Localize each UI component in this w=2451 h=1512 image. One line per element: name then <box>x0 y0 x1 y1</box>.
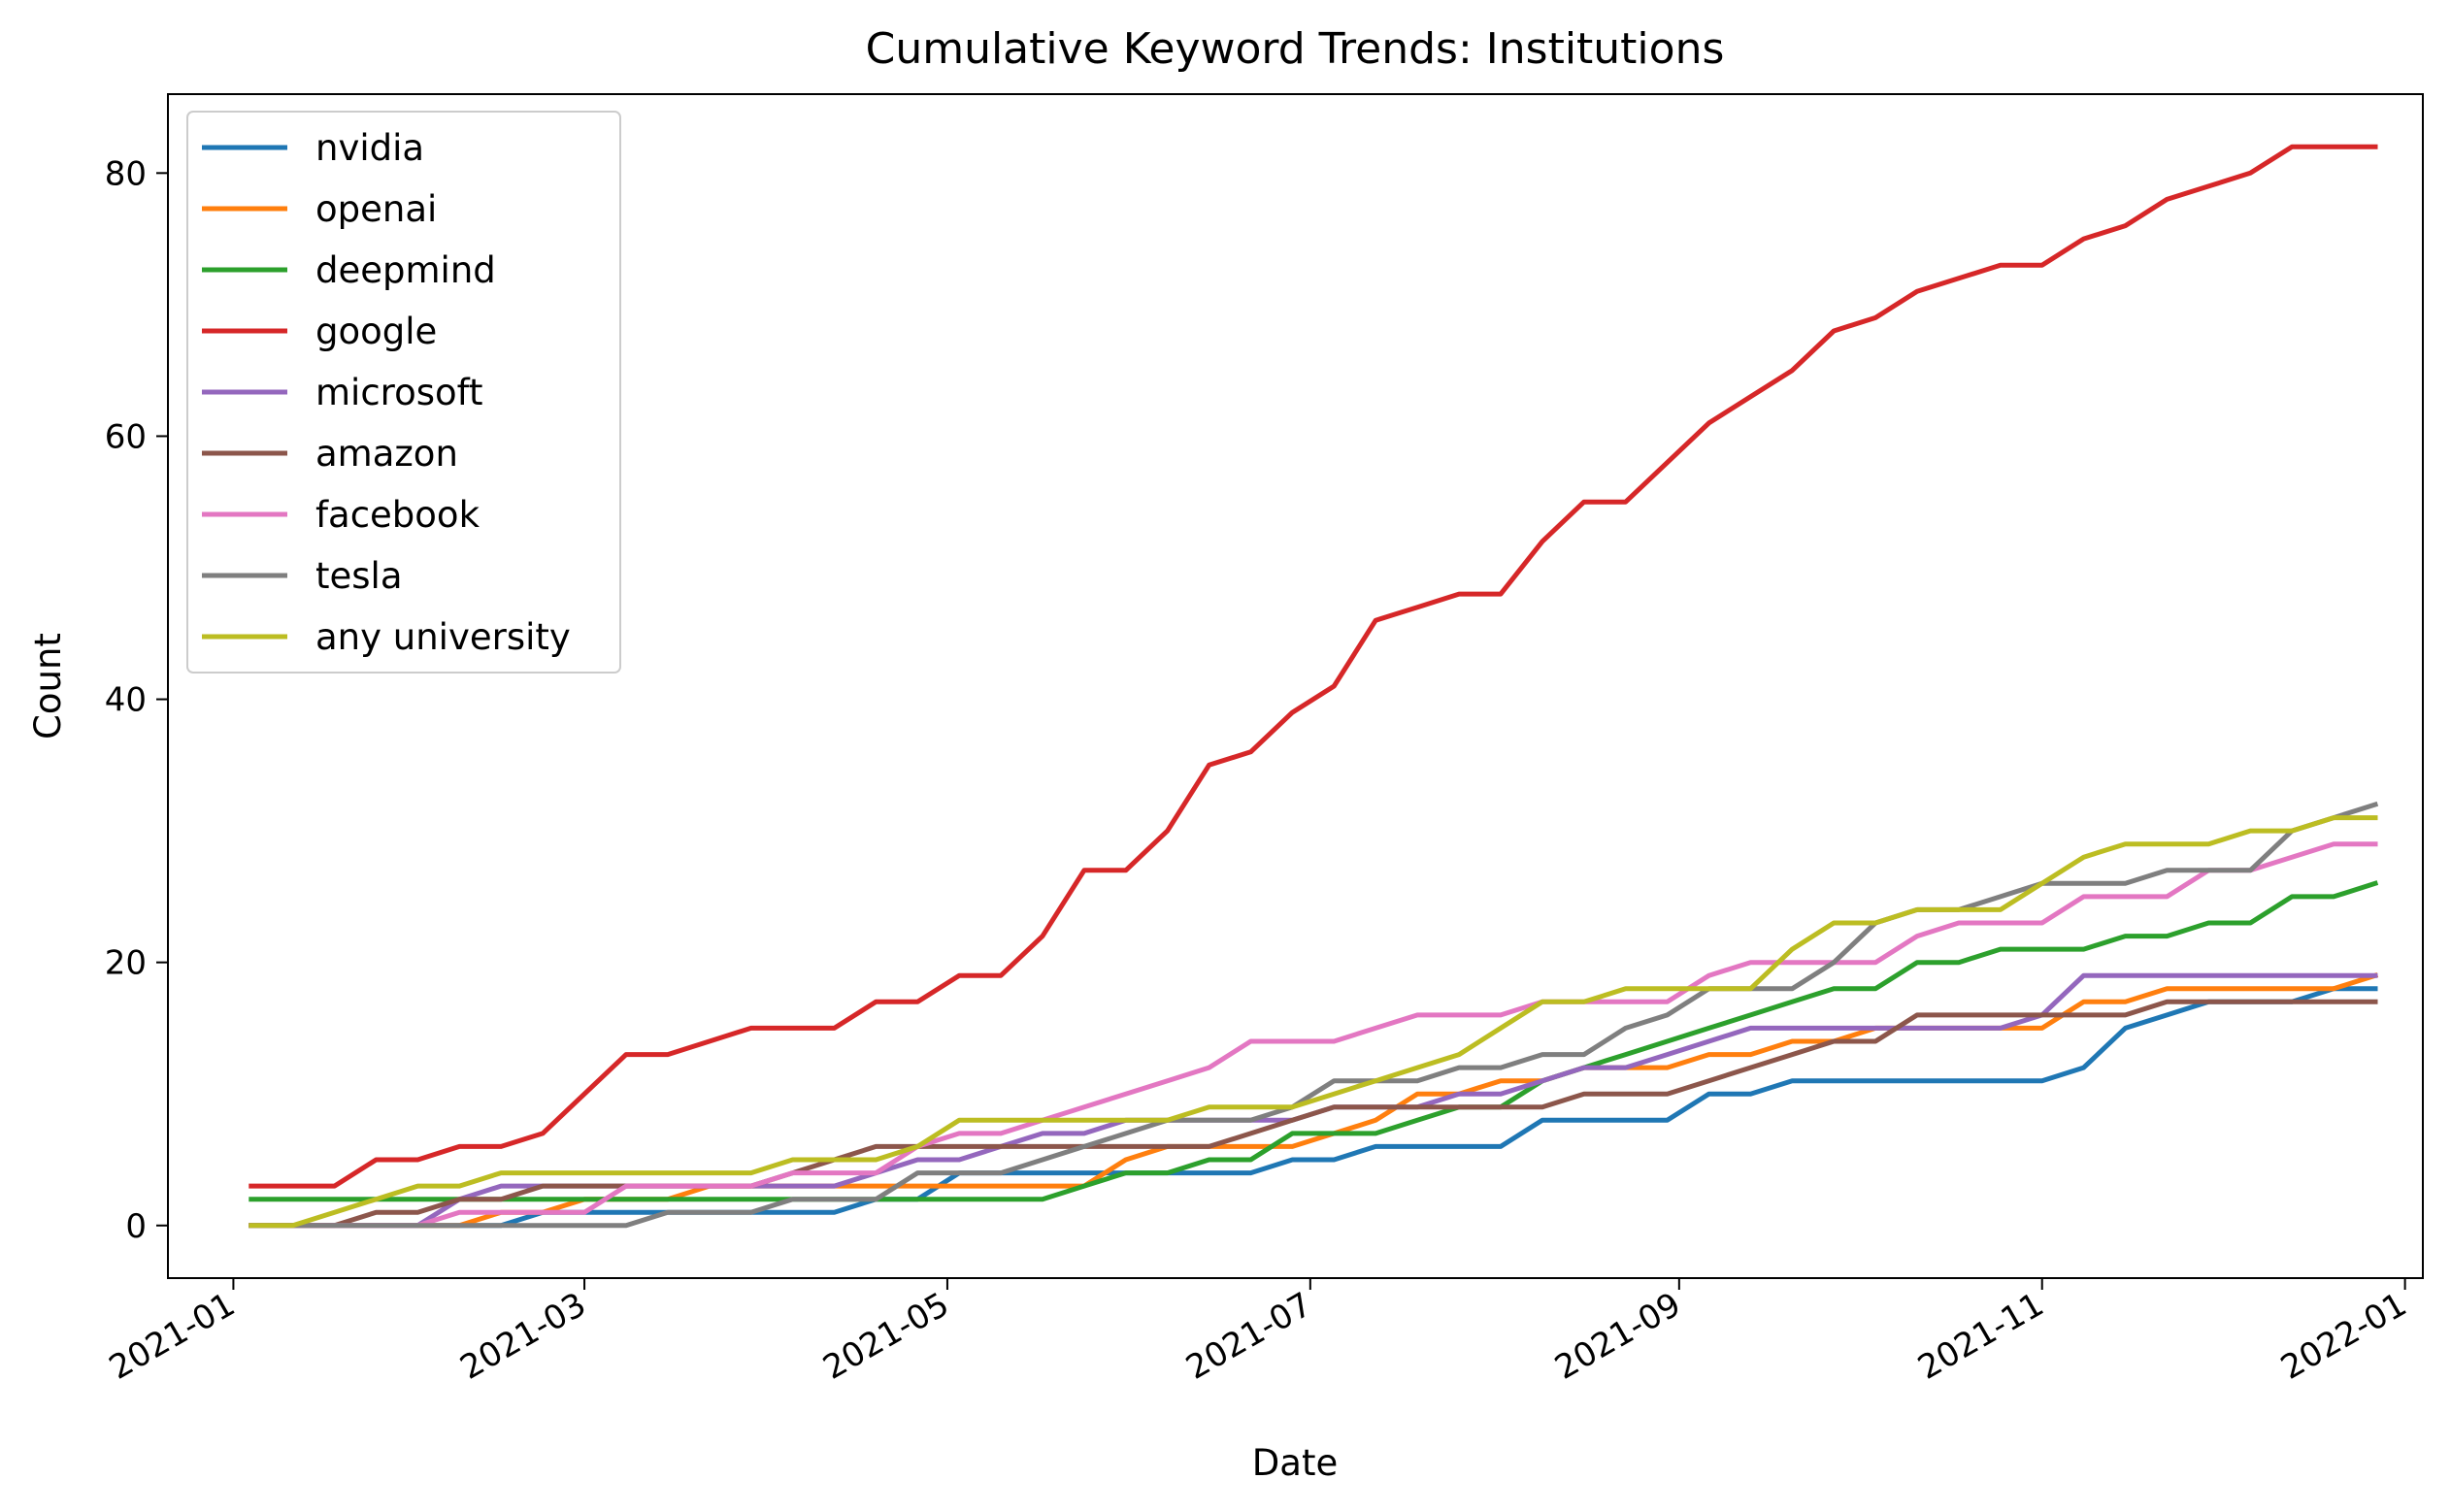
legend-label-google: google <box>315 311 437 352</box>
legend-label-facebook: facebook <box>315 494 480 536</box>
y-tick-label: 80 <box>105 154 147 193</box>
y-tick-label: 60 <box>105 417 147 456</box>
legend-label-amazon: amazon <box>315 433 458 475</box>
legend: nvidia openai deepmind google microsoft amazo… <box>186 111 621 674</box>
series-line-facebook <box>248 841 2378 1229</box>
series-line-nvidia <box>248 986 2378 1229</box>
series-line-google <box>248 144 2378 1189</box>
series-line-any-university <box>248 815 2378 1229</box>
chart-title: Cumulative Keyword Trends: Institutions <box>866 24 1725 74</box>
legend-label-microsoft: microsoft <box>315 372 483 413</box>
y-axis: 0 20 40 60 80 <box>105 154 168 1246</box>
series-layer <box>248 144 2379 1229</box>
y-axis-label: Count <box>27 633 69 740</box>
legend-box <box>186 111 621 674</box>
legend-label-tesla: tesla <box>315 555 403 597</box>
series-line-tesla <box>248 801 2379 1229</box>
legend-label-nvidia: nvidia <box>315 127 424 169</box>
x-axis-label: Date <box>1252 1442 1338 1484</box>
plot-frame <box>167 93 2424 1279</box>
legend-label-any-university: any university <box>315 616 571 658</box>
y-tick-label: 20 <box>105 944 147 983</box>
legend-label-deepmind: deepmind <box>315 249 496 291</box>
series-line-amazon <box>248 999 2378 1229</box>
y-tick-label: 40 <box>105 681 147 720</box>
y-tick-label: 0 <box>125 1207 147 1246</box>
legend-label-openai: openai <box>315 188 437 230</box>
